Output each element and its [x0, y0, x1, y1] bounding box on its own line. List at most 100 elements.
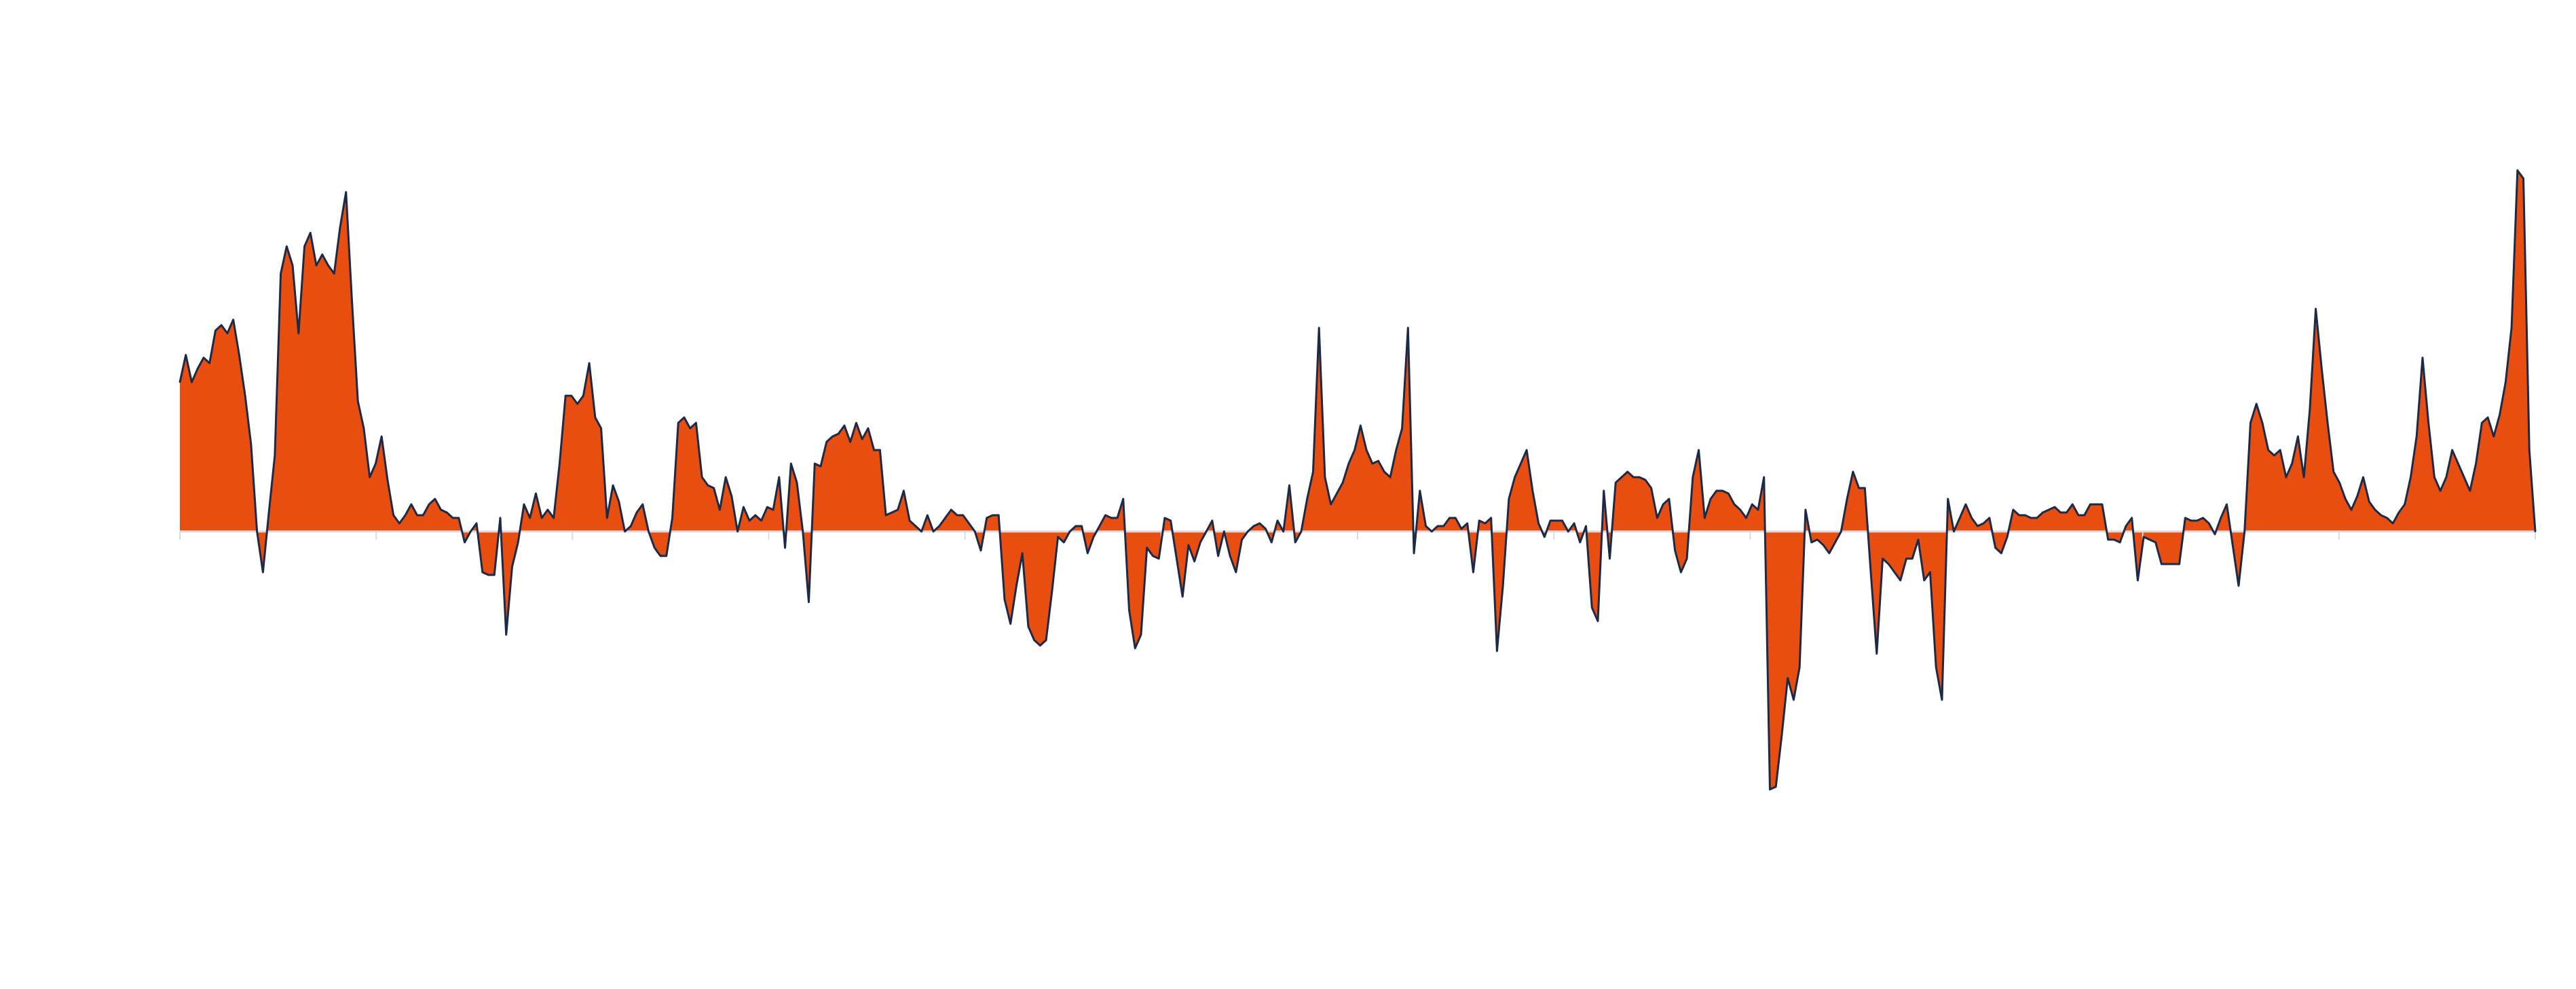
data-point: [267, 511, 270, 514]
data-point: [1425, 525, 1427, 527]
data-point: [1763, 476, 1765, 479]
data-point: [1282, 530, 1284, 533]
data-point: [1733, 503, 1736, 506]
data-point: [2291, 462, 2293, 465]
data-point: [1698, 449, 1700, 451]
data-point: [1336, 492, 1338, 495]
data-point: [458, 517, 460, 519]
data-point: [523, 503, 525, 506]
data-point: [1935, 666, 1937, 669]
data-point: [2469, 489, 2471, 492]
data-point: [1775, 785, 1777, 788]
data-point: [2196, 519, 2198, 522]
series-area: [180, 170, 2535, 789]
data-point: [1027, 625, 1030, 628]
data-point: [1039, 644, 1041, 647]
data-point: [2499, 413, 2501, 416]
data-point: [220, 324, 223, 326]
data-point: [1341, 481, 1344, 484]
data-point: [2326, 422, 2329, 424]
data-point: [2107, 538, 2109, 541]
data-point: [1793, 698, 1795, 701]
data-point: [2006, 536, 2009, 538]
data-point: [416, 514, 418, 517]
data-point: [1929, 571, 1931, 574]
data-point: [654, 546, 656, 549]
data-point: [612, 484, 614, 487]
data-point: [2285, 476, 2288, 479]
data-point: [1092, 536, 1095, 538]
data-point: [1455, 517, 1457, 519]
data-point: [1858, 487, 1860, 489]
data-point: [1484, 522, 1487, 525]
data-point: [1395, 449, 1398, 451]
data-point: [2166, 563, 2169, 565]
data-point: [1846, 498, 1848, 500]
data-point: [1276, 519, 1279, 522]
data-point: [493, 574, 496, 576]
data-point: [2255, 403, 2258, 405]
data-point: [1122, 498, 1124, 500]
data-point: [606, 517, 608, 519]
data-point: [903, 489, 905, 492]
data-point: [345, 191, 347, 193]
data-point: [832, 435, 834, 438]
data-point: [2279, 449, 2281, 451]
data-point: [884, 514, 887, 517]
data-point: [2161, 563, 2163, 565]
data-point: [950, 508, 952, 511]
data-point: [1692, 476, 1694, 479]
data-point: [410, 503, 413, 506]
data-point: [1140, 633, 1142, 636]
data-point: [1751, 503, 1753, 506]
data-point: [380, 435, 383, 438]
data-point: [1620, 476, 1623, 479]
data-point: [701, 476, 703, 479]
data-point: [2386, 517, 2388, 519]
data-point: [2036, 517, 2038, 519]
data-point: [2214, 533, 2216, 536]
data-point: [226, 332, 229, 335]
data-point: [1431, 530, 1433, 533]
data-point: [1146, 546, 1148, 549]
data-point: [1015, 584, 1018, 587]
data-point: [1537, 522, 1539, 525]
data-point: [1810, 541, 1812, 544]
data-point: [790, 462, 792, 465]
data-point: [1068, 530, 1071, 533]
data-point: [1668, 498, 1670, 500]
data-point: [1864, 487, 1866, 489]
data-point: [1134, 647, 1136, 650]
data-point: [1561, 519, 1563, 522]
data-point: [511, 565, 513, 568]
data-point: [398, 522, 400, 525]
data-point: [2332, 470, 2335, 473]
data-point: [2024, 514, 2026, 517]
data-point: [1193, 560, 1195, 563]
data-point: [659, 555, 662, 557]
data-point: [1389, 476, 1392, 479]
data-point: [2202, 517, 2204, 519]
data-point: [1009, 622, 1011, 625]
data-point: [2338, 481, 2340, 484]
data-point: [1704, 517, 1706, 519]
data-point: [2261, 422, 2264, 424]
data-point: [1003, 598, 1006, 601]
data-point: [2250, 422, 2252, 424]
data-point: [2220, 517, 2222, 519]
data-point: [1324, 476, 1326, 479]
data-point: [944, 517, 946, 519]
data-point: [707, 484, 709, 487]
data-point: [1330, 503, 1332, 506]
data-point: [1840, 530, 1842, 533]
data-point: [932, 530, 935, 533]
data-point: [1211, 519, 1214, 522]
data-point: [2072, 503, 2074, 506]
data-point: [927, 514, 929, 517]
area-layer: [180, 170, 2535, 789]
data-point: [1941, 698, 1943, 701]
data-point: [1804, 508, 1807, 511]
data-point: [1187, 544, 1190, 546]
data-point: [1152, 555, 1154, 557]
